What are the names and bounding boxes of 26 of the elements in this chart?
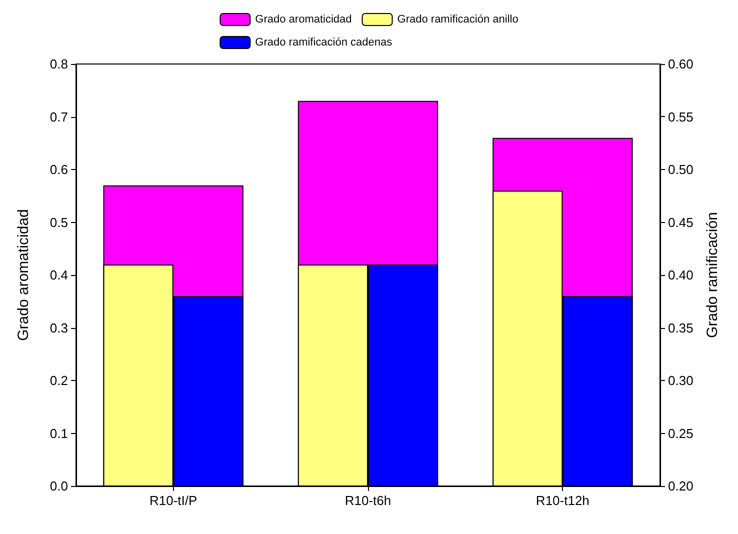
legend-label: Grado aromaticidad — [255, 14, 352, 26]
legend-label: Grado ramificación cadenas — [255, 36, 393, 48]
y-tick-label: 0.1 — [50, 426, 68, 441]
y-tick-label: 0.2 — [50, 373, 68, 388]
y2-tick-label: 0.50 — [668, 162, 694, 177]
y-tick-label: 0.0 — [50, 478, 68, 494]
y2-axis-title: Grado ramificación — [704, 212, 721, 338]
y2-tick-label: 0.30 — [668, 373, 694, 388]
y2-tick-label: 0.25 — [668, 426, 694, 441]
y-tick-label: 0.8 — [50, 56, 68, 72]
y-tick-label: 0.7 — [50, 109, 68, 124]
y-tick-label: 0.3 — [50, 320, 68, 336]
y2-tick-label: 0.40 — [668, 268, 694, 282]
y2-tick-label: 0.60 — [668, 56, 694, 72]
y2-tick-label: 0.35 — [668, 320, 694, 336]
x-tick-label: R10-tI/P — [149, 493, 198, 508]
legend-label: Grado ramificación anillo — [397, 14, 518, 26]
y2-tick-label: 0.55 — [668, 109, 694, 124]
y-tick-label: 0.4 — [50, 268, 68, 282]
y-tick-label: 0.5 — [50, 214, 68, 230]
y2-tick-label: 0.20 — [668, 478, 694, 494]
y-tick-label: 0.6 — [50, 162, 68, 177]
x-tick-label: R10-t6h — [344, 493, 392, 508]
y2-tick-label: 0.45 — [668, 214, 694, 230]
x-tick-label: R10-t12h — [536, 493, 590, 508]
y-axis-title: Grado aromaticidad — [15, 209, 32, 341]
